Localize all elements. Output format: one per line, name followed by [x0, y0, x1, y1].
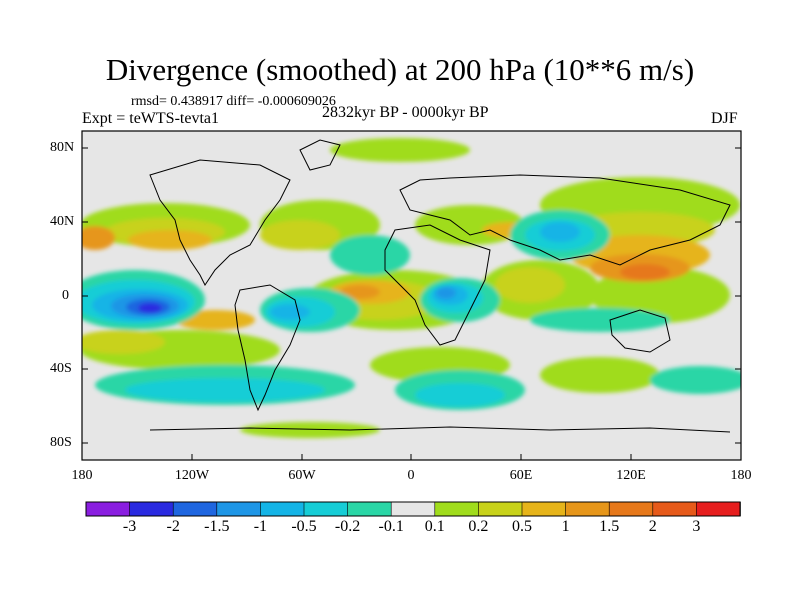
- colorbar-swatch: [434, 501, 480, 517]
- colorbar: [85, 501, 741, 517]
- rmsd-diff-stats: rmsd= 0.438917 diff= -0.000609026: [131, 94, 336, 109]
- colorbar-swatch: [608, 501, 654, 517]
- lon-label-180e: 180: [730, 468, 752, 483]
- colorbar-label: 0.2: [468, 518, 489, 535]
- field-1p5: [620, 264, 670, 280]
- map-title: Divergence (smoothed) at 200 hPa (10**6 …: [105, 52, 695, 87]
- colorbar-label: -0.5: [291, 518, 317, 535]
- lat-label-80s: 80S: [50, 435, 72, 450]
- lon-label-60w: 60W: [288, 468, 316, 483]
- lat-label-40n: 40N: [50, 214, 75, 229]
- colorbar-label: -2: [166, 518, 180, 535]
- colorbar-label: 0.5: [512, 518, 532, 535]
- lat-label-80n: 80N: [50, 140, 75, 155]
- lon-label-120e: 120E: [616, 468, 646, 483]
- lon-label-0: 0: [407, 468, 415, 483]
- lat-label-0: 0: [62, 288, 69, 303]
- lon-label-180w: 180: [71, 468, 93, 483]
- field-neg-2: [138, 303, 162, 313]
- divergence-field: [82, 131, 741, 460]
- coastlines: [149, 139, 731, 433]
- colorbar-swatch: [565, 501, 610, 517]
- colorbar-label: 0.1: [424, 518, 445, 535]
- colorbar-label: 3: [692, 518, 701, 535]
- colorbar-label: -0.1: [378, 518, 404, 535]
- colorbar-label: -1: [253, 518, 268, 535]
- colorbar-label: 2: [648, 518, 657, 535]
- colorbar-swatch: [172, 501, 218, 517]
- colorbar-swatch: [652, 501, 698, 517]
- season-label: DJF: [711, 110, 738, 127]
- colorbar-label: -1.5: [204, 518, 230, 535]
- lon-label-60e: 60E: [509, 468, 533, 483]
- colorbar-label: -0.2: [334, 518, 361, 535]
- lon-label-120w: 120W: [174, 468, 210, 483]
- period-label: 2832kyr BP - 0000kyr BP: [322, 104, 489, 121]
- colorbar-swatch: [347, 501, 393, 517]
- lat-label-40s: 40S: [50, 361, 72, 376]
- colorbar-swatch: [478, 501, 523, 517]
- colorbar-swatch: [303, 501, 349, 517]
- axis-ticks: [81, 147, 742, 460]
- colorbar-frame: [85, 501, 741, 517]
- colorbar-swatch: [85, 501, 131, 517]
- colorbar-swatch: [129, 501, 175, 517]
- colorbar-swatch: [216, 501, 262, 517]
- colorbar-swatch: [390, 501, 436, 517]
- colorbar-label: -3: [122, 518, 137, 535]
- colorbar-label: 1: [561, 518, 570, 535]
- colorbar-swatch: [696, 501, 741, 517]
- colorbar-swatch: [521, 501, 567, 517]
- colorbar-label: 1.5: [599, 518, 620, 535]
- colorbar-swatch: [260, 501, 305, 517]
- experiment-label: Expt = teWTS-tevta1: [82, 110, 219, 127]
